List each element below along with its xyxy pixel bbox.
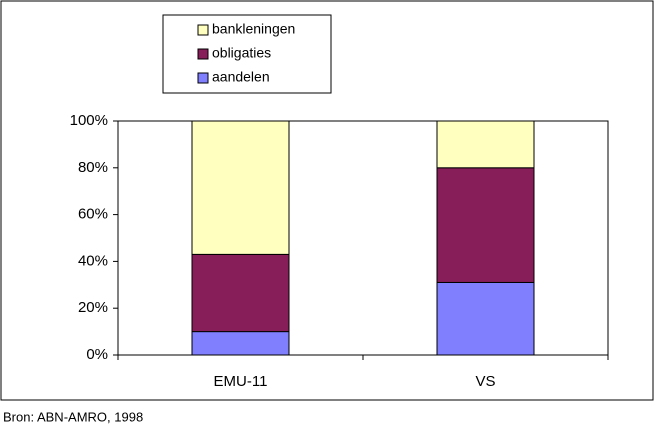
x-tick-label: VS: [475, 373, 495, 390]
y-tick-label: 100%: [70, 112, 108, 129]
bar-segment: [436, 167, 535, 283]
chart-frame: [0, 0, 654, 401]
y-tick-label: 0%: [86, 346, 108, 363]
legend-label: bankleningen: [212, 21, 295, 37]
legend-swatch: [197, 48, 209, 60]
bar-segment: [191, 120, 290, 255]
bar-segment: [436, 281, 535, 356]
bar-segment: [191, 253, 290, 333]
x-tick-label: EMU-11: [214, 373, 268, 390]
legend-box: [162, 14, 332, 94]
legend-swatch: [197, 72, 209, 84]
y-tick-label: 80%: [78, 159, 108, 176]
legend-label: obligaties: [212, 45, 271, 61]
y-tick-label: 40%: [78, 252, 108, 269]
source: Bron: ABN-AMRO, 1998: [3, 409, 143, 424]
y-tick-label: 60%: [78, 206, 108, 223]
y-tick-label: 20%: [78, 299, 108, 316]
legend-label: aandelen: [212, 69, 270, 85]
bar-segment: [191, 331, 290, 356]
bar-segment: [436, 120, 535, 169]
legend-swatch: [197, 24, 209, 36]
